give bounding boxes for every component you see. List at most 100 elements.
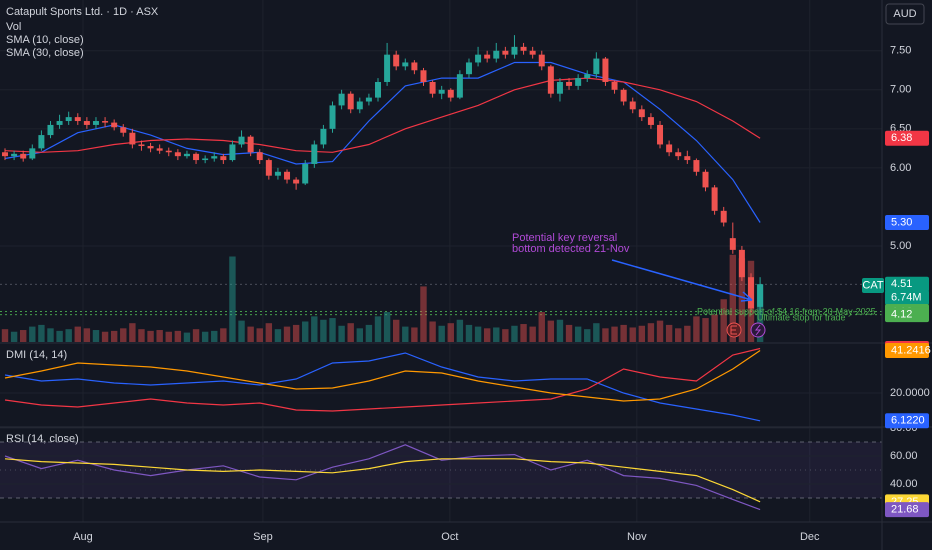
candle-body [411, 62, 418, 71]
candle-body [220, 156, 227, 161]
candle-body [284, 171, 291, 180]
candle-body [738, 249, 745, 278]
volume-bar [702, 318, 709, 342]
volume-bar [147, 330, 154, 342]
volume-bar [483, 328, 491, 342]
candle-body [293, 179, 300, 184]
volume-bar [192, 329, 200, 342]
volume-bar [274, 329, 282, 342]
volume-bar [529, 326, 536, 342]
candle-body [274, 171, 281, 176]
volume-bar [720, 299, 727, 342]
volume-bar [538, 312, 545, 342]
candle-body [438, 89, 445, 94]
candle-body [620, 89, 627, 102]
volume-bar [183, 332, 191, 342]
volume-bar [338, 325, 345, 342]
volume-bar [547, 320, 555, 342]
volume-bar [520, 324, 527, 342]
candle-body [83, 121, 90, 125]
y-tick-label: 40.00 [890, 478, 918, 490]
volume-bar [120, 328, 127, 342]
candle-body [147, 146, 154, 149]
candle-body [611, 81, 618, 90]
volume-bar [1, 329, 9, 342]
volume-bar [165, 331, 172, 342]
candle-body [520, 46, 527, 51]
volume-tag [885, 290, 929, 305]
volume-bar [420, 286, 427, 342]
candle-body [566, 81, 573, 86]
candle-body [20, 153, 27, 159]
volume-bar [602, 328, 609, 342]
volume-bar [593, 323, 600, 342]
volume-bar [365, 324, 373, 342]
legend-entry[interactable]: SMA (10, close) [6, 34, 84, 46]
volume-bar [74, 326, 81, 342]
price-tag-label: 21.68 [891, 504, 919, 516]
candle-body [375, 81, 381, 98]
price-tag [885, 413, 929, 429]
candle-body [247, 136, 254, 153]
candle-body [38, 135, 45, 149]
candle-body [183, 153, 190, 157]
volume-bar [556, 319, 564, 342]
x-tick-label: Oct [441, 531, 458, 543]
candle-body [675, 152, 682, 157]
legend-entry[interactable]: SMA (30, close) [6, 47, 84, 59]
candle-body [693, 160, 700, 172]
y-tick-label: 20.0000 [890, 387, 930, 399]
volume-bar [156, 330, 163, 342]
volume-bar [92, 330, 100, 342]
price-tag [885, 130, 929, 146]
candle-body [102, 121, 109, 123]
candle-body [529, 50, 536, 55]
pane-title[interactable]: RSI (14, close) [6, 433, 79, 445]
volume-bar [711, 314, 718, 342]
x-tick-label: Nov [627, 531, 647, 543]
earnings-icon-glyph [730, 325, 737, 335]
candle-body [511, 46, 518, 55]
pane-title[interactable]: DMI (14, 14) [6, 349, 67, 361]
candle-body [356, 101, 363, 110]
candle-body [729, 238, 736, 250]
candle-body [447, 89, 454, 98]
candle-body [556, 81, 563, 94]
candle-body [174, 152, 181, 157]
candle-body [666, 144, 673, 153]
candle-body [747, 277, 754, 309]
indicator-line [4, 347, 761, 412]
candle-body [393, 54, 400, 67]
candle-body [493, 50, 500, 59]
candle-body [302, 163, 309, 184]
currency-button[interactable] [885, 3, 925, 25]
candle-body [311, 144, 318, 164]
marks-layer [1, 35, 764, 511]
candle-body [29, 148, 36, 159]
candle-body [165, 150, 172, 153]
price-tag [885, 215, 929, 231]
volume-bar [656, 320, 664, 342]
candle-body [2, 152, 9, 157]
volume-bar [256, 328, 263, 342]
volume-bar [138, 329, 145, 342]
candle-body [265, 160, 272, 176]
candle-body [74, 117, 81, 122]
candle-body [156, 148, 163, 151]
price-tag-label: 41.2416 [891, 344, 931, 356]
annotation-text: bottom detected 21-Nov [512, 243, 630, 255]
y-tick-label: 5.00 [890, 240, 911, 252]
candle-body [584, 74, 591, 79]
volume-bar [729, 254, 737, 342]
legend-entry[interactable]: Vol [6, 21, 21, 33]
symbol-tag [862, 278, 884, 293]
volume-bar [83, 328, 91, 342]
candle-body [629, 101, 636, 110]
indicator-line [4, 444, 761, 511]
candle-body [47, 124, 54, 136]
volume-bar [320, 319, 327, 342]
volume-bar [411, 327, 418, 342]
volume-bar [302, 321, 309, 342]
symbol-label: CAT [862, 279, 883, 291]
candle-body [384, 54, 391, 82]
